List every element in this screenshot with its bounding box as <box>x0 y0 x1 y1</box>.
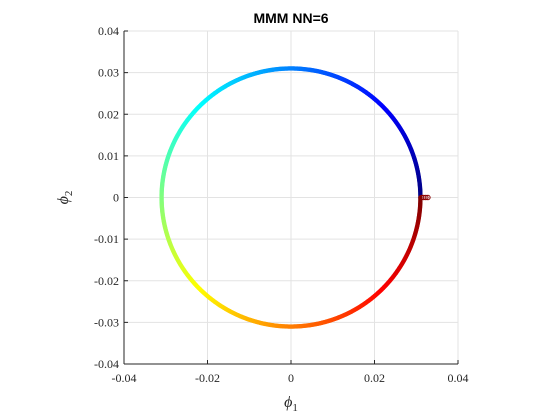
y-tick-label: 0 <box>113 191 119 205</box>
y-tick-label: 0.03 <box>98 66 119 80</box>
y-tick-label: -0.01 <box>94 232 119 246</box>
y-tick-label: 0.04 <box>98 24 119 38</box>
y-tick-label: -0.04 <box>94 357 119 371</box>
end-marker <box>423 194 429 201</box>
ticks: -0.04 -0.02 0 0.02 0.04 -0.04 -0.03 -0.02 -0.01 0… <box>94 24 469 385</box>
y-tick-label: 0.01 <box>98 149 119 163</box>
y-tick-label: -0.03 <box>94 315 119 329</box>
end-marker <box>425 194 431 201</box>
chart-title: MMM NN=6 <box>253 10 328 26</box>
y-tick-label: 0.02 <box>98 107 119 121</box>
x-tick-label: 0.04 <box>448 371 469 385</box>
data-layer <box>159 66 431 329</box>
x-axis-label: ϕ1 <box>284 394 298 414</box>
x-tick-label: -0.02 <box>195 371 220 385</box>
y-tick-label: -0.02 <box>94 274 119 288</box>
x-tick-label: 0 <box>288 371 294 385</box>
x-tick-label: -0.04 <box>112 371 137 385</box>
y-axis-label: ϕ2 <box>55 191 75 205</box>
x-tick-label: 0.02 <box>364 371 385 385</box>
